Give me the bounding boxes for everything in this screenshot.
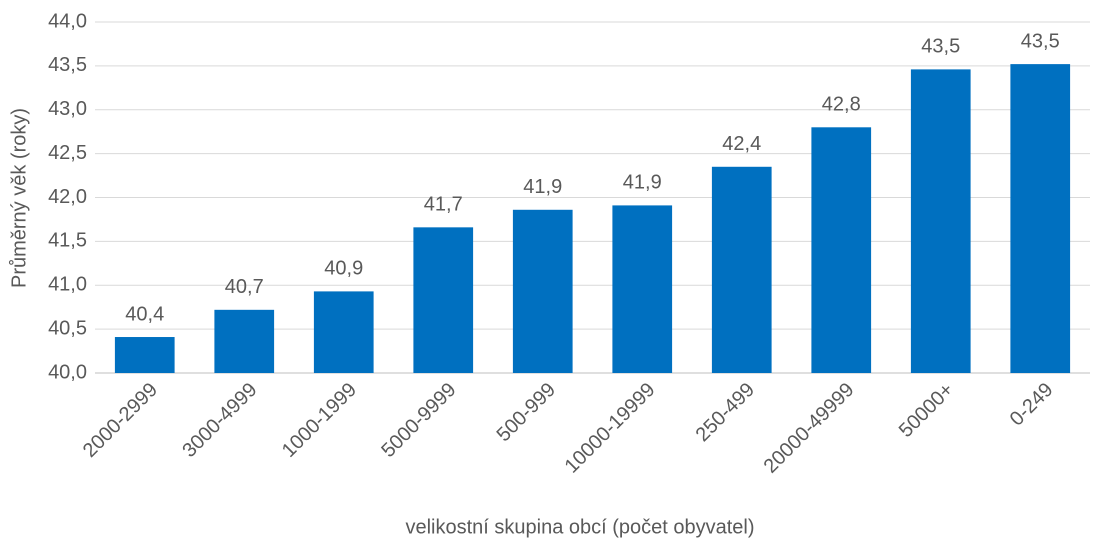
bar (313, 291, 374, 373)
x-tick-label: 2000-2999 (79, 379, 162, 462)
x-tick-label: 10000-19999 (561, 379, 660, 478)
y-tick-label: 41,0 (48, 274, 87, 296)
bar (612, 205, 673, 373)
y-tick-label: 41,5 (48, 230, 87, 252)
bar (214, 309, 275, 373)
x-tick-label: 500-999 (493, 379, 560, 446)
data-label: 41,9 (523, 176, 562, 198)
data-label: 40,9 (324, 258, 363, 280)
data-label: 42,8 (822, 94, 861, 116)
bar (413, 227, 474, 373)
bar (910, 69, 971, 373)
x-tick-label: 5000-9999 (377, 379, 460, 462)
data-label: 41,9 (623, 172, 662, 194)
x-tick-label: 0-249 (1006, 379, 1058, 431)
data-label: 40,7 (225, 276, 264, 298)
y-tick-label: 40,5 (48, 317, 87, 339)
data-label: 40,4 (125, 303, 164, 325)
y-tick-label: 42,0 (48, 186, 87, 208)
x-tick-label: 250-499 (692, 379, 759, 446)
data-label: 43,5 (921, 36, 960, 58)
x-tick-label: 50000+ (895, 379, 958, 442)
y-tick-label: 43,5 (48, 54, 87, 76)
data-label: 41,7 (424, 194, 463, 216)
bar (512, 209, 573, 373)
bar (711, 166, 772, 373)
y-tick-label: 40,0 (48, 361, 87, 383)
data-label: 43,5 (1021, 30, 1060, 52)
y-tick-label: 43,0 (48, 98, 87, 120)
y-axis-title: Průměrný věk (roky) (8, 108, 30, 288)
x-tick-label: 3000-4999 (178, 379, 261, 462)
x-tick-label: 20000-49999 (760, 379, 859, 478)
x-axis-title: velikostní skupina obcí (počet obyvatel) (405, 516, 754, 538)
bar (811, 127, 872, 373)
bar (114, 337, 175, 373)
y-tick-label: 42,5 (48, 142, 87, 164)
x-tick-label: 1000-1999 (278, 379, 361, 462)
bar (1010, 64, 1071, 374)
y-tick-label: 44,0 (48, 10, 87, 32)
data-label: 42,4 (722, 133, 761, 155)
